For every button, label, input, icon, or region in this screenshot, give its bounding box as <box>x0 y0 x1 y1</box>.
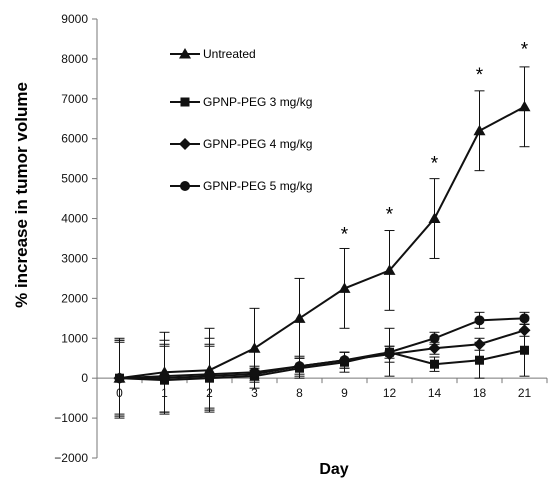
y-tick-label: 9000 <box>61 12 88 26</box>
y-tick-label: 7000 <box>61 92 88 106</box>
data-point <box>520 345 529 355</box>
y-tick-label: −2000 <box>54 451 88 465</box>
legend-marker <box>180 97 190 107</box>
y-tick-label: −1000 <box>54 411 88 425</box>
legend-entry-4: GPNP-PEG 5 mg/kg <box>170 179 312 193</box>
data-point <box>249 367 260 378</box>
x-tick-label: 18 <box>473 386 487 400</box>
y-axis-label: % increase in tumor volume <box>12 82 31 308</box>
legend-entry-1: Untreated <box>170 47 256 61</box>
significance-star: * <box>386 205 394 226</box>
data-point <box>204 369 215 380</box>
data-point <box>475 355 484 365</box>
data-point <box>429 333 440 344</box>
data-point <box>114 373 125 384</box>
series-line <box>119 317 525 380</box>
legend-label: GPNP-PEG 4 mg/kg <box>203 137 312 151</box>
x-tick-label: 21 <box>518 386 532 400</box>
data-point <box>383 264 396 275</box>
y-tick-label: 4000 <box>61 212 88 226</box>
x-tick-label: 1 <box>161 386 168 400</box>
x-tick-label: 3 <box>251 386 258 400</box>
legend-entry-2: GPNP-PEG 3 mg/kg <box>170 95 312 109</box>
data-point <box>428 342 441 355</box>
series-2 <box>114 323 530 417</box>
data-point <box>428 212 441 224</box>
data-point <box>518 100 531 112</box>
data-point <box>294 361 305 372</box>
legend: Untreated GPNP-PEG 3 mg/kg GPNP-PEG 4 mg/k… <box>170 47 312 193</box>
y-tick-label: 6000 <box>61 132 88 146</box>
x-axis-label: Day <box>319 461 348 478</box>
legend-marker <box>180 181 190 191</box>
y-tick-label: 2000 <box>61 291 88 305</box>
data-point <box>474 315 485 326</box>
x-tick-label: 14 <box>428 386 442 400</box>
data-point <box>248 342 261 353</box>
series-4 <box>114 311 530 417</box>
y-tick-label: 0 <box>81 371 88 385</box>
data-point <box>430 359 439 369</box>
significance-star: * <box>341 225 349 246</box>
data-point <box>519 313 530 324</box>
data-point <box>159 371 170 382</box>
plot-area: 9000 8000 7000 6000 5000 4000 3000 2000 1000 0 −10… <box>54 12 548 465</box>
series-line <box>119 105 525 380</box>
y-tick-label: 8000 <box>61 52 88 66</box>
legend-label: Untreated <box>203 47 256 61</box>
data-point <box>384 347 395 358</box>
data-point <box>473 338 486 351</box>
data-point <box>293 312 306 323</box>
significance-star: * <box>521 40 529 61</box>
significance-star: * <box>431 153 439 174</box>
data-point <box>338 282 351 293</box>
x-tick-label: 0 <box>116 386 123 400</box>
x-tick-label: 2 <box>206 386 213 400</box>
significance-star: * <box>476 65 484 86</box>
legend-marker <box>179 48 191 59</box>
data-point <box>473 124 486 136</box>
legend-marker <box>179 138 191 150</box>
legend-label: GPNP-PEG 3 mg/kg <box>203 95 312 109</box>
legend-entry-3: GPNP-PEG 4 mg/kg <box>170 137 312 151</box>
series-line <box>119 349 525 382</box>
x-tick-label: 8 <box>296 386 303 400</box>
data-point <box>339 355 350 366</box>
legend-label: GPNP-PEG 5 mg/kg <box>203 179 312 193</box>
y-tick-label: 5000 <box>61 172 88 186</box>
y-tick-label: 3000 <box>61 251 88 265</box>
x-tick-label: 12 <box>383 386 397 400</box>
series-3 <box>113 323 531 415</box>
data-point <box>518 324 531 337</box>
x-tick-label: 9 <box>341 386 348 400</box>
y-tick-label: 1000 <box>61 331 88 345</box>
